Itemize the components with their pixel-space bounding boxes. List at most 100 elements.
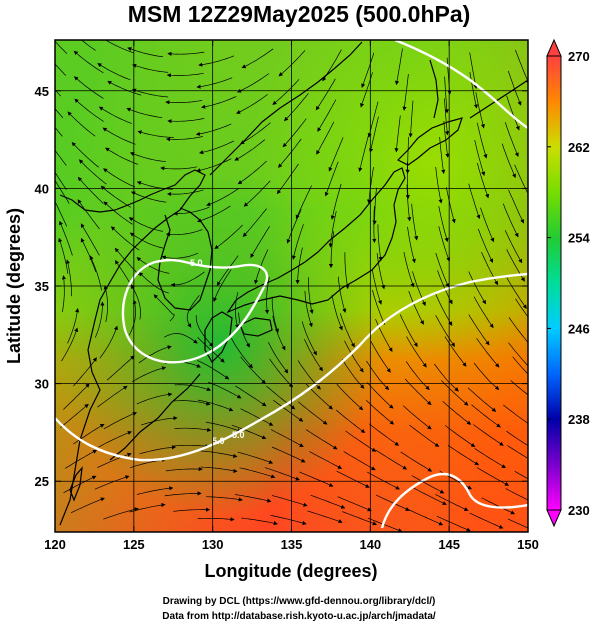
coastline-hokkaido — [396, 117, 463, 166]
streamline-arrow — [102, 127, 136, 145]
streamline-arrow — [304, 339, 323, 372]
colorbar-scale — [546, 55, 562, 511]
streamline-arrow — [199, 140, 235, 155]
contour-lines — [55, 40, 528, 529]
colorbar-tick-label: 238 — [568, 412, 590, 427]
streamline-arrow — [403, 251, 415, 288]
streamline-arrow — [163, 333, 198, 344]
streamline-arrow — [237, 73, 270, 93]
streamline-arrow — [110, 226, 140, 251]
streamline-arrow — [309, 451, 343, 469]
streamline-arrow — [446, 187, 456, 224]
streamline-arrow — [328, 137, 344, 172]
streamline-arrow — [433, 363, 459, 392]
streamline-arrow — [139, 445, 176, 455]
streamline-arrow — [406, 336, 427, 368]
streamline-arrow — [476, 338, 500, 368]
streamline-arrow — [167, 118, 205, 124]
streamline-arrow — [435, 315, 455, 347]
streamline-arrow — [507, 445, 528, 459]
streamline-arrow — [377, 224, 383, 262]
streamline-arrow — [477, 228, 494, 264]
streamline-arrow — [136, 392, 173, 405]
streamline-arrow — [473, 362, 500, 390]
streamline-arrow — [100, 185, 131, 208]
streamline-arrow — [400, 451, 433, 472]
streamline-arrow — [174, 384, 212, 392]
streamline-arrow — [473, 424, 504, 446]
streamline-arrow — [501, 143, 516, 179]
streamline-arrow — [128, 299, 137, 336]
streamline-arrow — [166, 72, 204, 78]
streamline-arrow — [98, 430, 132, 448]
streamline-arrow — [339, 313, 355, 348]
streamline-arrow — [231, 424, 267, 440]
streamline-arrow — [408, 290, 424, 325]
streamline-arrow — [298, 401, 328, 425]
streamline-arrow — [89, 255, 102, 291]
streamline-arrow — [241, 517, 278, 526]
streamline-arrow — [481, 251, 499, 286]
streamline-arrow — [234, 139, 266, 161]
streamline-arrow — [173, 206, 210, 216]
streamline-arrow — [235, 385, 267, 407]
streamline-arrow — [272, 495, 308, 507]
streamline-arrow — [195, 123, 232, 136]
streamline-arrow — [200, 450, 238, 459]
streamline-arrow — [481, 497, 516, 515]
x-tick-label: 150 — [517, 537, 539, 552]
streamline-arrow — [165, 229, 203, 237]
streamline-arrow — [506, 249, 525, 282]
streamline-arrow — [67, 111, 96, 137]
streamline-arrow — [103, 285, 108, 322]
streamline-arrow — [476, 122, 488, 159]
contour-northeast — [394, 40, 528, 130]
streamline-arrow — [330, 183, 342, 220]
streamline-arrow — [331, 294, 343, 331]
streamline-arrow — [237, 160, 267, 185]
streamline-arrow — [138, 272, 169, 294]
streamline-arrow — [128, 217, 163, 232]
streamline-arrow — [344, 340, 364, 373]
streamline-arrow — [243, 180, 271, 207]
streamline-arrow — [197, 205, 231, 223]
streamline-arrow — [282, 118, 307, 148]
streamline-arrow — [71, 141, 99, 168]
streamline-arrow — [337, 496, 372, 512]
streamline-arrow — [276, 163, 299, 195]
streamline-arrow — [137, 130, 174, 138]
streamline-arrow — [272, 399, 304, 422]
streamline-arrow — [61, 275, 66, 313]
streamline-arrow — [468, 183, 481, 220]
streamline-arrow — [197, 337, 225, 363]
streamline-arrow — [80, 40, 96, 51]
y-tick-label: 35 — [35, 279, 49, 294]
streamline-arrow — [371, 268, 383, 305]
streamline-arrow — [409, 509, 444, 526]
streamline-arrow — [129, 502, 166, 513]
streamline-arrow — [73, 423, 105, 445]
streamline-arrow — [236, 94, 268, 114]
streamline-arrow — [136, 257, 170, 274]
streamline-arrow — [106, 355, 135, 381]
streamline-arrow — [405, 361, 430, 391]
streamline-arrow — [443, 120, 450, 158]
streamline-arrow — [366, 360, 390, 391]
streamline-arrow — [231, 337, 253, 369]
streamline-arrow — [98, 106, 132, 124]
streamline-arrow — [65, 259, 72, 297]
streamline-arrow — [97, 385, 128, 408]
streamline-arrow — [94, 475, 130, 490]
contour-label: 5.0 — [212, 436, 225, 446]
streamline-arrow — [372, 289, 386, 325]
streamline-arrow — [270, 515, 307, 525]
streamline-arrow — [508, 317, 528, 347]
streamline-arrow — [375, 318, 393, 353]
streamline-arrow — [476, 162, 490, 199]
coastline-ryukyu — [109, 373, 201, 461]
streamline-arrow — [515, 49, 528, 85]
streamline-arrow — [266, 385, 296, 410]
streamline-arrow — [435, 252, 450, 288]
y-tick-label: 30 — [35, 377, 49, 392]
streamline-arrow — [358, 135, 369, 172]
